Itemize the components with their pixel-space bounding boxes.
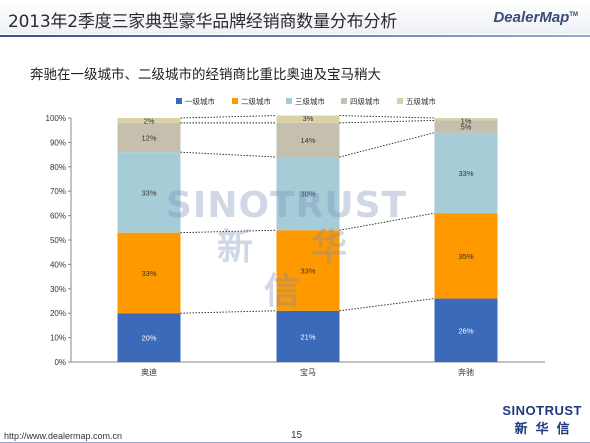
- legend-swatch: [176, 98, 182, 104]
- bar-segment: [117, 152, 181, 233]
- legend-swatch: [397, 98, 403, 104]
- chart-legend: 一级城市 二级城市 三级城市 四级城市 五级城市: [176, 96, 436, 106]
- connector-line: [180, 229, 277, 234]
- data-label: 2%: [144, 117, 155, 126]
- connector-line: [180, 115, 277, 119]
- bar-segment: [117, 122, 181, 153]
- data-label: 20%: [141, 334, 156, 343]
- bar-segment: [276, 157, 340, 231]
- bar-segment: [117, 232, 181, 314]
- data-label: 14%: [300, 136, 315, 145]
- bar-segment: [276, 122, 340, 158]
- connector-line: [180, 310, 277, 314]
- bar-segment: [434, 213, 498, 299]
- y-tick-label: 0%: [54, 358, 66, 367]
- legend-label: 一级城市: [185, 96, 215, 106]
- data-label: 26%: [458, 326, 473, 335]
- y-tick-label: 10%: [50, 334, 66, 343]
- data-label: 33%: [458, 169, 473, 178]
- dealermap-logo: DealerMapTM: [493, 9, 578, 26]
- connector-line: [339, 212, 435, 231]
- y-tick-label: 30%: [50, 285, 66, 294]
- legend-label: 二级城市: [241, 96, 271, 106]
- bar-segment: [117, 313, 181, 362]
- chart-bars: [117, 115, 498, 362]
- x-category-label: 奔驰: [458, 367, 474, 377]
- data-label: 5%: [461, 123, 472, 132]
- data-label: 33%: [300, 267, 315, 276]
- data-label: 30%: [300, 190, 315, 199]
- legend-swatch: [286, 98, 292, 104]
- legend-label: 四级城市: [350, 96, 380, 106]
- y-tick-label: 60%: [50, 212, 66, 221]
- data-label: 33%: [141, 269, 156, 278]
- bar-segment: [434, 298, 498, 362]
- connector-line: [339, 115, 435, 119]
- legend-swatch: [232, 98, 238, 104]
- legend-label: 三级城市: [295, 96, 325, 106]
- title-divider: [0, 35, 590, 37]
- connector-line: [339, 132, 435, 158]
- data-label: 12%: [141, 134, 156, 143]
- bar-segment: [117, 118, 181, 123]
- chart-subtitle: 奔驰在一级城市、二级城市的经销商比重比奥迪及宝马稍大: [30, 67, 381, 83]
- footer-url-link[interactable]: http://www.dealermap.com.cn: [4, 431, 123, 441]
- y-tick-label: 100%: [46, 114, 66, 123]
- y-tick-label: 50%: [50, 236, 66, 245]
- connector-lines: [180, 115, 435, 314]
- data-label: 1%: [461, 117, 472, 126]
- brand-cn: 新华信: [514, 421, 578, 436]
- data-label: 33%: [141, 188, 156, 197]
- brand-en: SINOTRUST: [502, 403, 582, 418]
- bar-segment: [434, 132, 498, 214]
- y-tick-label: 90%: [50, 138, 66, 147]
- y-tick-label: 70%: [50, 187, 66, 196]
- chart-data-labels: 20% 33% 33% 12% 2% 21% 33% 30% 14% 3% 26% 35% 33% 5%1…: [141, 114, 473, 343]
- legend-label: 五级城市: [406, 96, 436, 106]
- connector-line: [339, 119, 435, 124]
- x-category-label: 宝马: [300, 367, 316, 377]
- title-bar: 2013年2季度三家典型豪华品牌经销商数量分布分析 DealerMapTM: [0, 0, 590, 34]
- bar-segment: [276, 310, 340, 362]
- connector-line: [339, 298, 435, 312]
- bar-segment: [276, 230, 340, 311]
- connector-line: [180, 151, 277, 158]
- bar-segment: [276, 115, 340, 123]
- legend-swatch: [341, 98, 347, 104]
- data-label: 21%: [300, 332, 315, 341]
- data-label: 35%: [458, 252, 473, 261]
- y-tick-label: 40%: [50, 260, 66, 269]
- sinotrust-logo: SINOTRUST 新华信: [502, 403, 582, 437]
- page-number: 15: [291, 430, 303, 441]
- data-label: 3%: [303, 114, 314, 123]
- page-title: 2013年2季度三家典型豪华品牌经销商数量分布分析: [8, 12, 398, 32]
- bar-segment: [434, 120, 498, 133]
- x-category-label: 奥迪: [141, 367, 157, 377]
- logo-trademark: TM: [569, 12, 578, 18]
- y-tick-label: 20%: [50, 309, 66, 318]
- y-tick-label: 80%: [50, 163, 66, 172]
- logo-text: DealerMap: [493, 9, 570, 26]
- bar-segment: [434, 118, 498, 121]
